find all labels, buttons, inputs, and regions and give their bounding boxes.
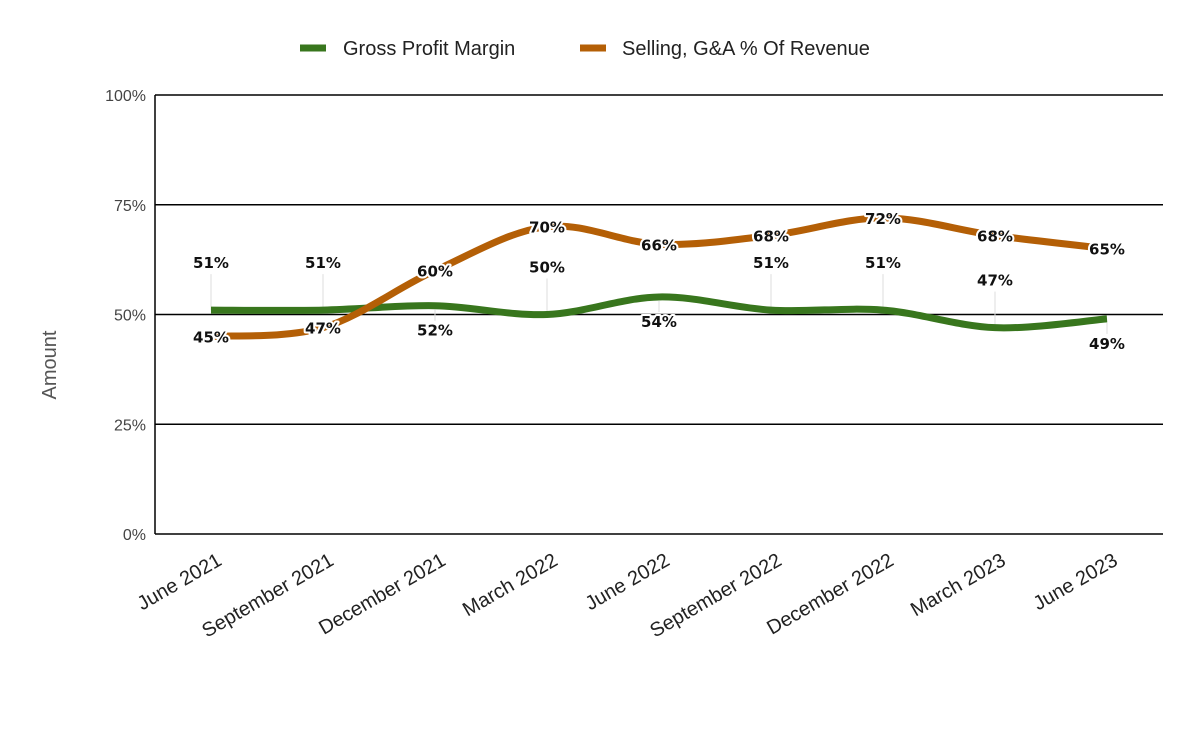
y-tick-label: 100% [105, 88, 146, 105]
gridlines [154, 94, 1163, 535]
data-label: 51% [305, 254, 341, 272]
x-tick-label: December 2021 [315, 549, 449, 639]
series-line-sga-percent-of-revenue [210, 214, 1108, 340]
legend-label: Gross Profit Margin [343, 38, 515, 60]
data-label: 54% [641, 313, 677, 331]
x-tick-label: March 2023 [907, 549, 1009, 621]
data-label: 51% [865, 254, 901, 272]
x-tick-label: June 2023 [1030, 549, 1122, 615]
y-tick-label: 25% [114, 417, 146, 434]
data-label: 45% [193, 328, 229, 346]
label-leader-lines [210, 274, 1108, 334]
x-tick-label: June 2022 [582, 549, 674, 615]
data-label: 47% [305, 320, 341, 338]
data-label: 51% [753, 254, 789, 272]
y-tick-label: 75% [114, 198, 146, 215]
x-tick-label: June 2021 [134, 549, 226, 615]
data-label: 50% [529, 259, 565, 277]
legend: Gross Profit Margin Selling, G&A % Of Rev… [300, 38, 870, 60]
y-tick-label: 50% [114, 308, 146, 325]
data-label: 66% [641, 236, 677, 254]
x-tick-label: December 2022 [763, 549, 897, 639]
data-label: 49% [1089, 335, 1125, 353]
y-tick-label: 0% [123, 527, 146, 544]
y-axis-label: Amount [39, 330, 61, 399]
data-label: 68% [977, 227, 1013, 245]
data-label: 70% [529, 219, 565, 237]
data-label: 47% [977, 272, 1013, 290]
data-labels: 51% 51% 52% 50% 54% 51% 51% 47% 49% 45% 47% 60% 70% 6… [191, 208, 1127, 355]
y-axis-ticks: 0% 25% 50% 75% 100% [105, 88, 146, 544]
series-lines [210, 214, 1108, 340]
x-tick-label: March 2022 [459, 549, 561, 621]
legend-label: Selling, G&A % Of Revenue [622, 38, 870, 60]
data-label: 68% [753, 227, 789, 245]
data-label: 52% [417, 322, 453, 340]
data-label: 60% [417, 263, 453, 281]
series-line-gross-profit-margin [210, 293, 1108, 332]
data-label: 72% [865, 210, 901, 228]
data-label: 51% [193, 254, 229, 272]
data-label: 65% [1089, 241, 1125, 259]
